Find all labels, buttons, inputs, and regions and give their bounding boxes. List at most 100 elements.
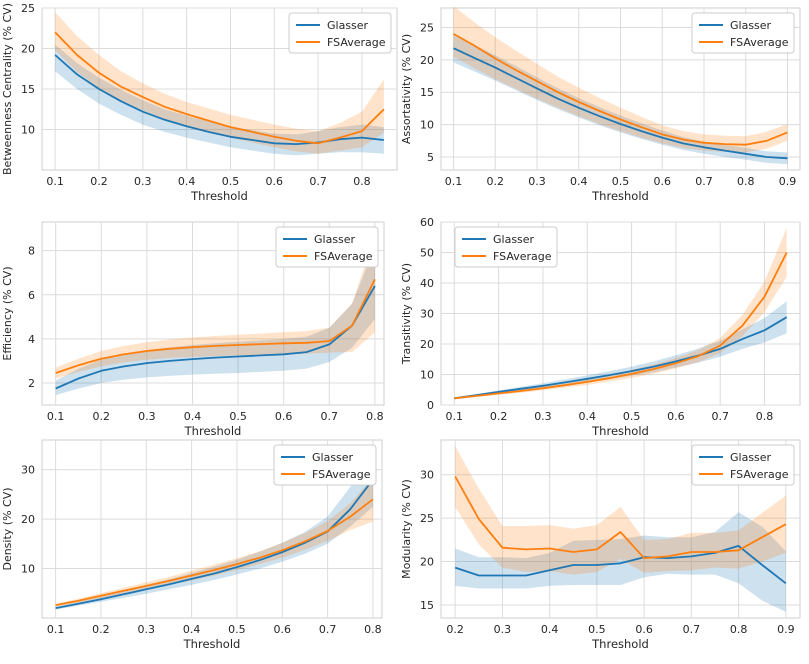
chart-panel-1: 0.1 0.2 0.3 0.4 0.5 0.6 0.7 0.8 10 15 20 25 Threshol… [1,2,398,203]
x-tick-label: 0.9 [777,623,795,636]
x-tick-label: 0.4 [570,175,588,188]
series-line-fsaverage [454,476,787,559]
x-tick-label: 0.7 [695,175,713,188]
y-tick-label: 5 [427,151,434,164]
x-axis-label: Threshold [591,189,649,203]
legend-label-glasser: Glasser [314,233,356,246]
y-tick-label: 20 [420,54,434,67]
series-line-fsaverage [54,31,385,145]
y-tick-label: 30 [420,469,434,482]
legend: Glasser FSAverage [691,444,795,486]
series-line-glasser [55,285,376,390]
y-axis-label: Betweenness Centrality (% CV) [1,3,14,175]
x-tick-label: 0.2 [490,410,508,423]
x-axis-label: Threshold [591,637,649,651]
y-tick-label: 50 [420,247,434,260]
x-tick-label: 0.3 [138,410,156,423]
x-tick-label: 0.4 [178,175,196,188]
y-tick-label: 20 [21,513,35,526]
legend-label-fsaverage: FSAverage [493,250,552,263]
x-tick-label: 0.3 [134,175,152,188]
x-tick-label: 0.3 [528,175,546,188]
series-line-fsaverage [454,252,788,400]
x-tick-label: 0.6 [274,623,292,636]
chart-panel-6: 0.2 0.3 0.4 0.5 0.6 0.7 0.8 0.9 15 20 25 30 Threshol… [400,439,801,651]
chart-panel-5: 0.1 0.2 0.3 0.4 0.5 0.6 0.7 0.8 10 20 30 Threshold D… [1,439,383,651]
series-band-fsaverage [455,446,786,575]
x-axis-label: Threshold [190,189,248,203]
y-tick-label: 25 [420,21,434,34]
series-line-fsaverage [55,498,374,606]
x-tick-label: 0.1 [46,175,64,188]
x-tick-label: 0.3 [534,410,552,423]
series-line-glasser [453,47,788,160]
y-axis-label: Transitivity (% CV) [400,263,413,365]
y-tick-label: 20 [420,338,434,351]
x-tick-label: 0.5 [623,410,641,423]
y-axis-label: Density (% CV) [1,487,14,570]
series-band-glasser [55,44,384,156]
x-tick-label: 0.6 [667,410,685,423]
x-tick-label: 0.5 [588,623,606,636]
x-tick-label: 0.4 [541,623,559,636]
legend-label-fsaverage: FSAverage [730,36,789,49]
x-tick-label: 0.6 [275,410,293,423]
y-axis-label: Assortativity (% CV) [400,34,413,144]
y-tick-label: 8 [28,245,35,258]
y-tick-label: 15 [420,599,434,612]
x-tick-label: 0.8 [366,410,384,423]
chart-panel-3: 0.1 0.2 0.3 0.4 0.5 0.6 0.7 0.8 2 4 6 8 Threshold Eff… [1,221,385,438]
legend-label-fsaverage: FSAverage [314,250,373,263]
y-tick-label: 20 [420,556,434,569]
series-line-glasser [454,316,788,400]
y-axis-label: Efficiency (% CV) [1,266,14,360]
y-tick-label: 10 [420,119,434,132]
series-band-glasser [55,447,373,610]
chart-panel-4: 0.1 0.2 0.3 0.4 0.5 0.6 0.7 0.8 0 10 20 30 40 50 60 Thr… [400,216,801,438]
series-line-glasser [454,545,787,585]
x-tick-label: 0.9 [779,175,797,188]
x-tick-label: 0.2 [487,175,505,188]
x-axis-label: Threshold [591,424,649,438]
x-tick-label: 0.6 [635,623,653,636]
x-tick-label: 0.4 [184,410,202,423]
y-tick-label: 10 [420,369,434,382]
x-tick-label: 0.1 [446,410,464,423]
series-band-glasser [453,35,788,165]
x-tick-label: 0.8 [737,175,755,188]
x-tick-label: 0.2 [90,175,108,188]
x-tick-label: 0.5 [228,623,246,636]
x-tick-label: 0.2 [92,623,110,636]
x-tick-label: 0.6 [653,175,671,188]
series-band-glasser [55,246,375,396]
x-tick-label: 0.5 [612,175,630,188]
x-tick-label: 0.3 [494,623,512,636]
y-tick-label: 10 [21,124,35,137]
x-tick-label: 0.3 [138,623,156,636]
y-tick-label: 30 [420,308,434,321]
x-tick-label: 0.1 [47,410,65,423]
x-tick-label: 0.5 [222,175,240,188]
y-tick-label: 25 [21,2,35,15]
legend: Glasser FSAverage [273,444,377,486]
legend-label-glasser: Glasser [312,451,354,464]
legend-label-glasser: Glasser [493,233,535,246]
x-tick-label: 0.6 [266,175,284,188]
y-tick-label: 4 [28,333,35,346]
legend-label-glasser: Glasser [327,19,369,32]
series-band-fsaverage [55,477,373,607]
series-line-fsaverage [55,278,376,374]
x-tick-label: 0.7 [711,410,729,423]
x-tick-label: 0.1 [445,175,463,188]
y-tick-label: 15 [21,83,35,96]
legend: Glasser FSAverage [288,12,392,54]
series-band-glasser [455,512,786,612]
series-band-glasser [454,301,787,400]
x-tick-label: 0.2 [93,410,111,423]
legend-label-fsaverage: FSAverage [312,468,371,481]
y-axis-label: Modularity (% CV) [400,479,413,579]
x-axis-label: Threshold [183,637,241,651]
x-tick-label: 0.8 [364,623,382,636]
x-tick-label: 0.7 [683,623,701,636]
